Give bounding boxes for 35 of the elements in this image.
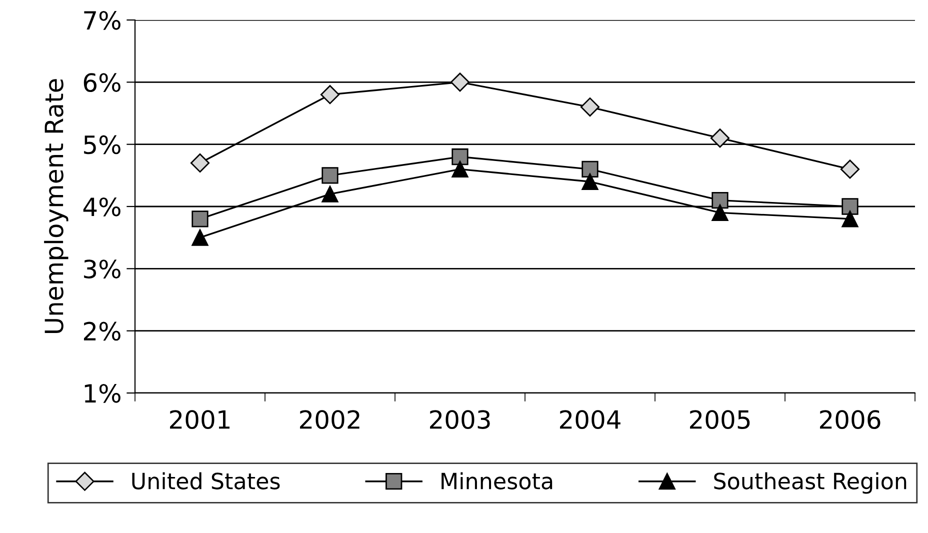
- legend-label: Minnesota: [442, 472, 552, 490]
- point: [580, 98, 600, 117]
- y-tick-label: 6%: [84, 73, 120, 92]
- point: [190, 153, 210, 173]
- point: [842, 198, 858, 215]
- y-tick-label: 4%: [83, 197, 120, 216]
- point: [450, 72, 470, 92]
- x-tick-label: 2005: [690, 410, 750, 430]
- point: [192, 210, 208, 228]
- y-axis-title: Unemployment Rate: [44, 79, 68, 334]
- point: [322, 167, 338, 184]
- y-tick-label: 1%: [84, 384, 120, 403]
- x-tick-label: 2002: [300, 410, 360, 430]
- y-tick-label: 7%: [84, 10, 120, 30]
- legend-label: United States: [132, 472, 280, 490]
- point: [712, 192, 728, 209]
- point: [842, 210, 858, 228]
- legend-label: Southeast Region: [714, 472, 906, 494]
- point: [712, 204, 728, 222]
- x-tick-label: 2003: [430, 410, 490, 430]
- x-tick-label: 2001: [170, 410, 230, 430]
- point: [322, 186, 338, 202]
- y-tick-label: 5%: [84, 135, 120, 154]
- point: [192, 229, 208, 246]
- x-tick-label: 2006: [820, 410, 880, 430]
- point: [320, 85, 340, 104]
- point: [710, 128, 730, 148]
- point: [452, 160, 468, 178]
- x-tick-label: 2004: [560, 410, 620, 430]
- point: [452, 148, 468, 166]
- point: [582, 160, 598, 178]
- point: [840, 160, 860, 179]
- y-tick-label: 3%: [84, 260, 120, 279]
- y-tick-label: 2%: [84, 322, 120, 341]
- point: [582, 173, 598, 190]
